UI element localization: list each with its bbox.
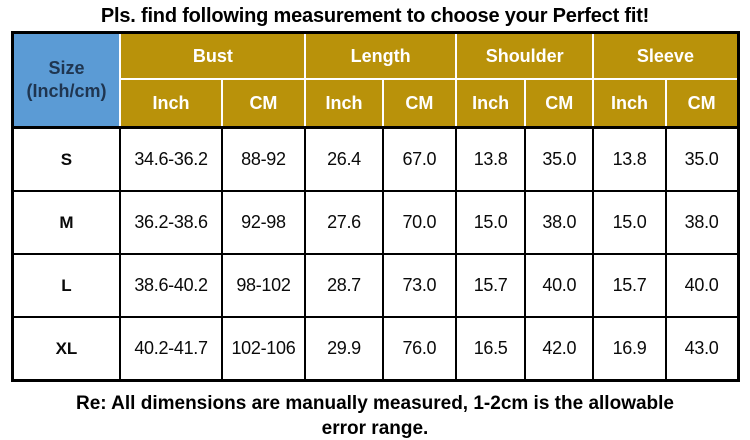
unit-header-length-inch: Inch (304, 78, 384, 129)
size-column-header-line2: (Inch/cm) (26, 81, 107, 101)
cell-l-bust-cm: 98-102 (220, 253, 307, 318)
cell-s-bust-cm: 88-92 (220, 126, 307, 192)
group-header-bust: Bust (119, 31, 307, 80)
cell-xl-shoulder-cm: 42.0 (524, 316, 595, 382)
table-header-unit-row: Inch CM Inch CM Inch CM Inch CM (12, 78, 740, 129)
unit-header-shoulder-inch: Inch (455, 78, 527, 129)
cell-l-sleeve-cm: 40.0 (664, 253, 740, 318)
table-row-m: M 36.2-38.6 92-98 27.6 70.0 15.0 38.0 15… (10, 190, 740, 255)
size-chart-table: Size (Inch/cm) Bust Length Shoulder Slee… (10, 31, 740, 382)
cell-m-length-cm: 70.0 (381, 190, 458, 255)
size-column-header-line1: Size (48, 57, 85, 78)
cell-m-sleeve-cm: 38.0 (664, 190, 740, 255)
cell-xl-sleeve-inch: 16.9 (592, 316, 667, 382)
cell-xl-bust-inch: 40.2-41.7 (119, 316, 223, 382)
cell-m-sleeve-inch: 15.0 (592, 190, 667, 255)
cell-l-shoulder-inch: 15.7 (455, 253, 527, 318)
unit-header-length-cm: CM (381, 78, 458, 129)
row-size-label: S (10, 126, 122, 192)
unit-header-shoulder-cm: CM (524, 78, 595, 129)
cell-s-sleeve-cm: 35.0 (664, 126, 740, 192)
cell-s-sleeve-inch: 13.8 (592, 126, 667, 192)
row-size-label: L (10, 253, 122, 318)
cell-m-bust-cm: 92-98 (220, 190, 307, 255)
group-header-shoulder: Shoulder (455, 31, 595, 80)
cell-l-length-cm: 73.0 (381, 253, 458, 318)
unit-header-bust-cm: CM (220, 78, 307, 129)
cell-s-length-cm: 67.0 (381, 126, 458, 192)
unit-header-sleeve-inch: Inch (592, 78, 667, 129)
table-row-xl: XL 40.2-41.7 102-106 29.9 76.0 16.5 42.0… (10, 316, 740, 382)
unit-header-bust-inch: Inch (119, 78, 223, 129)
cell-s-bust-inch: 34.6-36.2 (119, 126, 223, 192)
row-size-label: M (10, 190, 122, 255)
group-header-length: Length (304, 31, 458, 80)
cell-l-length-inch: 28.7 (304, 253, 384, 318)
cell-s-shoulder-cm: 35.0 (524, 126, 595, 192)
table-row-l: L 38.6-40.2 98-102 28.7 73.0 15.7 40.0 1… (10, 253, 740, 318)
cell-xl-length-inch: 29.9 (304, 316, 384, 382)
size-column-header: Size (Inch/cm) (10, 31, 122, 129)
cell-l-sleeve-inch: 15.7 (592, 253, 667, 318)
cell-s-length-inch: 26.4 (304, 126, 384, 192)
page-title: Pls. find following measurement to choos… (100, 5, 650, 27)
cell-xl-bust-cm: 102-106 (220, 316, 307, 382)
cell-xl-shoulder-inch: 16.5 (455, 316, 527, 382)
cell-m-shoulder-inch: 15.0 (455, 190, 527, 255)
cell-l-shoulder-cm: 40.0 (524, 253, 595, 318)
cell-m-shoulder-cm: 38.0 (524, 190, 595, 255)
group-header-sleeve: Sleeve (592, 31, 739, 80)
cell-m-bust-inch: 36.2-38.6 (119, 190, 223, 255)
table-row-s: S 34.6-36.2 88-92 26.4 67.0 13.8 35.0 13… (10, 126, 740, 192)
footer-note: Re: All dimensions are manually measured… (75, 393, 674, 439)
cell-m-length-inch: 27.6 (304, 190, 384, 255)
cell-l-bust-inch: 38.6-40.2 (119, 253, 223, 318)
table-header-group-row: Size (Inch/cm) Bust Length Shoulder Slee… (10, 31, 739, 129)
row-size-label: XL (10, 316, 122, 382)
cell-xl-sleeve-cm: 43.0 (664, 316, 740, 382)
unit-header-sleeve-cm: CM (664, 78, 740, 129)
cell-xl-length-cm: 76.0 (381, 316, 458, 382)
cell-s-shoulder-inch: 13.8 (455, 126, 527, 192)
